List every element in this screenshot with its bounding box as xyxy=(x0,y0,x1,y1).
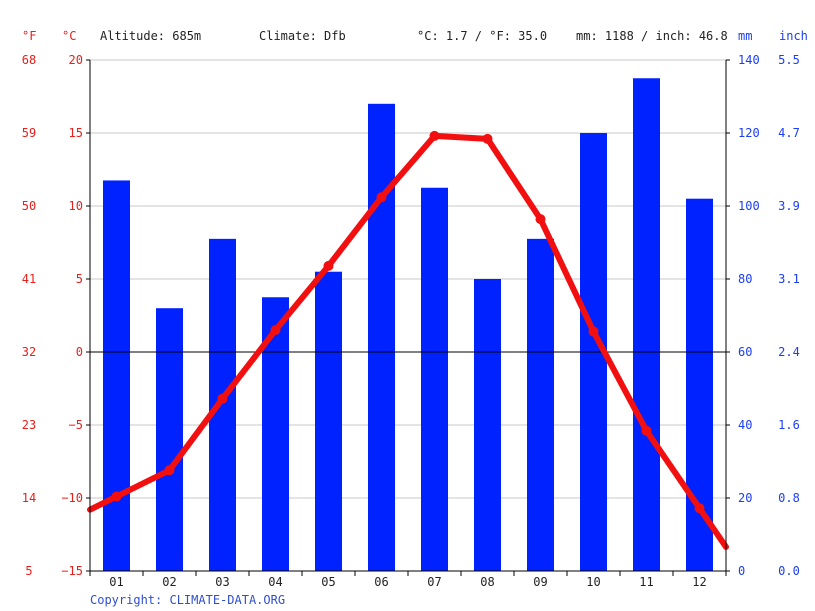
precipitation-bar xyxy=(421,187,448,571)
mm-tick-label: 100 xyxy=(738,199,760,213)
inch-tick-label: 5.5 xyxy=(778,53,800,67)
mm-tick-label: 140 xyxy=(738,53,760,67)
temperature-point xyxy=(270,325,281,336)
mm-tick-label: 0 xyxy=(738,564,745,578)
fahrenheit-tick-label: 32 xyxy=(22,345,36,359)
temperature-point xyxy=(429,130,440,141)
celsius-tick-label: −10 xyxy=(61,491,83,505)
mm-unit: mm xyxy=(738,29,752,43)
month-tick-label: 12 xyxy=(692,575,706,589)
fahrenheit-tick-label: 23 xyxy=(22,418,36,432)
precipitation-total-label: mm: 1188 / inch: 46.8 xyxy=(576,29,728,43)
temperature-point xyxy=(217,393,228,404)
precipitation-bar xyxy=(103,180,130,571)
month-tick-label: 08 xyxy=(480,575,494,589)
gridlines xyxy=(90,59,726,499)
fahrenheit-tick-label: 50 xyxy=(22,199,36,213)
temperature-line xyxy=(87,132,729,550)
celsius-unit: °C xyxy=(62,29,76,43)
altitude-label: Altitude: 685m xyxy=(100,29,201,43)
inch-unit: inch xyxy=(779,29,808,43)
mm-tick-label: 40 xyxy=(738,418,752,432)
mm-tick-label: 60 xyxy=(738,345,752,359)
temperature-point xyxy=(323,260,334,271)
temperature-point xyxy=(535,214,546,225)
temperature-polyline xyxy=(87,132,729,550)
precipitation-bar xyxy=(633,78,660,571)
inch-tick-label: 0.8 xyxy=(778,491,800,505)
month-tick-label: 01 xyxy=(109,575,123,589)
copyright-text: Copyright: CLIMATE-DATA.ORG xyxy=(90,593,285,607)
precipitation-bar xyxy=(156,308,183,571)
temperature-point xyxy=(111,491,122,502)
month-tick-label: 11 xyxy=(639,575,653,589)
fahrenheit-tick-label: 5 xyxy=(25,564,32,578)
temperature-point xyxy=(482,133,493,144)
temperature-point xyxy=(641,425,652,436)
inch-tick-label: 3.1 xyxy=(778,272,800,286)
month-tick-label: 04 xyxy=(268,575,282,589)
celsius-tick-label: 0 xyxy=(76,345,83,359)
tick-labels: 68 20 140 5.559 15 120 4.750 10 100 3.941 5 80 3.132… xyxy=(22,53,800,589)
month-tick-label: 02 xyxy=(162,575,176,589)
temperature-point xyxy=(164,465,175,476)
month-tick-label: 03 xyxy=(215,575,229,589)
celsius-tick-label: 15 xyxy=(69,126,83,140)
precipitation-bar xyxy=(315,271,342,571)
fahrenheit-unit: °F xyxy=(22,29,36,43)
inch-tick-label: 4.7 xyxy=(778,126,800,140)
month-tick-label: 05 xyxy=(321,575,335,589)
fahrenheit-tick-label: 41 xyxy=(22,272,36,286)
mm-tick-label: 80 xyxy=(738,272,752,286)
mm-tick-label: 20 xyxy=(738,491,752,505)
axes xyxy=(86,59,730,576)
celsius-tick-label: 10 xyxy=(69,199,83,213)
mm-tick-label: 120 xyxy=(738,126,760,140)
month-tick-label: 09 xyxy=(533,575,547,589)
inch-tick-label: 3.9 xyxy=(778,199,800,213)
fahrenheit-tick-label: 59 xyxy=(22,126,36,140)
temperature-point xyxy=(694,503,705,514)
celsius-tick-label: −15 xyxy=(61,564,83,578)
inch-tick-label: 1.6 xyxy=(778,418,800,432)
month-tick-label: 06 xyxy=(374,575,388,589)
celsius-tick-label: 20 xyxy=(69,53,83,67)
precipitation-bar xyxy=(368,103,395,572)
temperature-point xyxy=(588,326,599,337)
month-tick-label: 10 xyxy=(586,575,600,589)
temperature-point xyxy=(376,192,387,203)
fahrenheit-tick-label: 68 xyxy=(22,53,36,67)
precipitation-bar xyxy=(527,238,554,571)
precipitation-bar xyxy=(209,238,236,571)
precipitation-bars xyxy=(103,78,713,572)
celsius-tick-label: −5 xyxy=(69,418,83,432)
precipitation-bar xyxy=(474,279,501,571)
celsius-tick-label: 5 xyxy=(76,272,83,286)
temperature-points xyxy=(111,130,705,514)
climate-label: Climate: Dfb xyxy=(259,29,346,43)
fahrenheit-tick-label: 14 xyxy=(22,491,36,505)
precipitation-bar xyxy=(686,198,713,571)
inch-tick-label: 0.0 xyxy=(778,564,800,578)
temperature-average-label: °C: 1.7 / °F: 35.0 xyxy=(417,29,547,43)
month-tick-label: 07 xyxy=(427,575,441,589)
inch-tick-label: 2.4 xyxy=(778,345,800,359)
